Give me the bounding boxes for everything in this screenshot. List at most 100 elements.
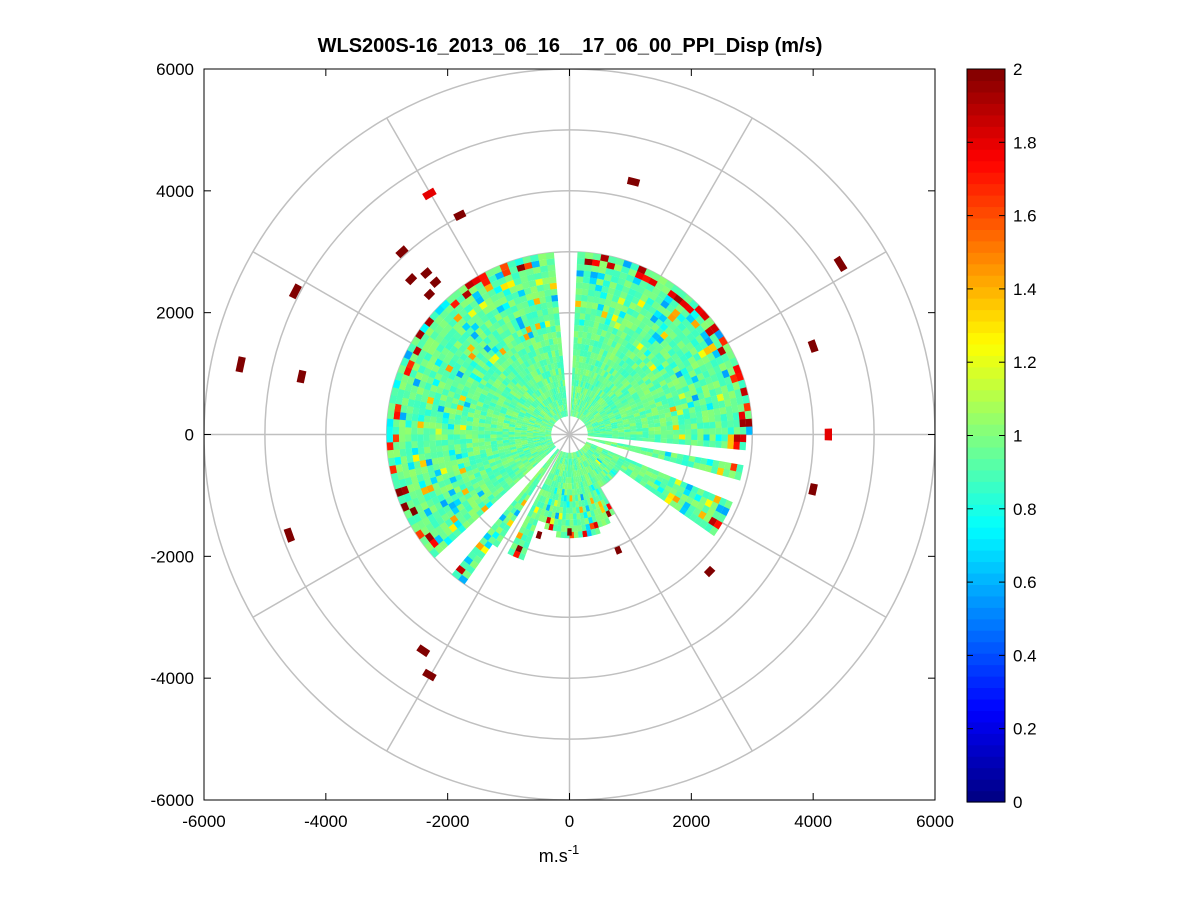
data-cell [387,449,395,459]
data-cell [665,416,673,422]
data-cell [491,329,500,338]
data-cell [523,261,533,270]
colorbar-segment [967,355,1005,368]
data-cell [577,367,582,375]
data-cell [514,366,522,374]
data-cell [518,411,526,416]
data-cell [447,439,455,446]
data-cell [552,306,560,314]
data-cell [429,422,436,429]
data-cell [515,316,524,325]
data-cell [718,400,726,409]
data-cell [491,353,500,362]
data-cell [573,398,576,405]
data-cell [530,393,537,400]
data-cell [606,454,613,459]
data-cell [502,315,511,324]
data-cell [415,329,425,340]
data-cell [712,495,722,505]
data-cell [582,356,587,364]
data-cell [682,385,690,393]
data-cell [510,416,518,421]
data-cell [598,479,605,486]
data-cell [594,413,601,419]
data-cell [454,443,461,450]
data-cell [513,296,522,306]
data-cell [638,361,647,369]
data-cell [595,514,601,522]
data-cell [578,399,583,406]
data-cell [651,367,660,376]
data-cell [583,375,588,383]
data-cell [437,480,446,489]
data-cell [670,390,679,398]
data-cell [639,293,649,303]
data-cell [690,485,700,494]
data-cell [730,397,738,407]
data-cell [578,380,582,387]
data-cell [435,422,443,429]
data-cell [521,404,529,411]
data-cell [692,352,702,362]
data-cell [535,500,542,508]
colorbar-tick-labels: 21.81.61.41.210.80.60.40.20 [1013,60,1037,812]
data-cell [619,271,629,280]
data-cell [407,398,415,407]
data-cell [593,452,600,457]
data-cell [428,490,437,499]
data-cell [676,453,684,460]
data-cell [648,434,655,439]
outlier-cell [808,483,818,496]
data-cell [546,441,553,445]
data-cell [645,297,655,307]
data-cell [543,378,549,385]
data-cell [540,425,547,429]
data-cell [545,516,551,524]
data-cell [541,454,547,460]
data-cell [496,440,504,445]
data-cell [467,411,475,418]
data-cell [588,383,593,391]
data-cell [543,283,551,291]
data-cell [454,448,462,455]
data-cell [683,413,691,420]
data-cell [642,356,651,365]
data-cell [494,378,502,386]
data-cell [417,447,425,455]
data-cell [499,454,507,460]
data-cell [612,362,619,370]
data-cell [484,480,493,487]
data-cell [466,516,476,526]
data-cell [429,310,440,321]
data-cell [521,467,528,474]
colorbar-segment [967,572,1005,585]
data-cell [574,410,577,418]
data-cell [426,484,435,493]
data-cell [695,334,705,344]
data-cell [640,337,649,346]
data-cell [608,391,615,398]
data-cell [545,326,552,334]
data-cell [469,360,478,369]
data-cell [528,419,536,424]
data-cell [567,471,570,478]
data-cell [548,444,555,449]
data-cell [573,343,578,350]
data-cell [555,506,560,514]
data-cell [602,476,609,483]
data-cell [701,490,711,500]
data-cell [708,388,717,397]
data-cell [682,454,690,462]
data-cell [479,339,488,349]
data-cell [592,461,599,468]
data-cell [495,526,504,535]
data-cell [533,399,540,406]
data-cell [533,428,540,431]
data-cell [660,339,669,349]
data-cell [553,408,558,414]
data-cell [536,381,543,389]
data-cell [408,468,417,478]
data-cell [532,499,539,507]
data-cell [530,414,538,420]
data-cell [411,362,421,372]
